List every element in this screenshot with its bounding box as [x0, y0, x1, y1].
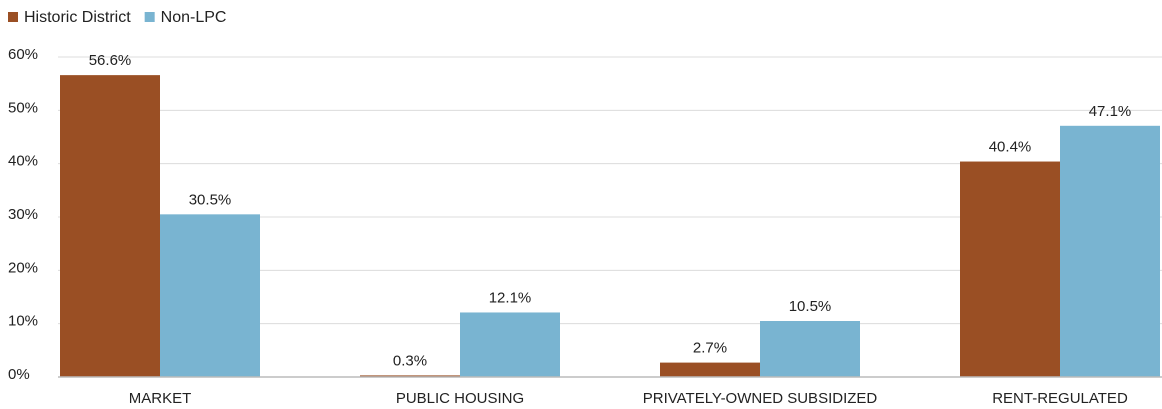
- x-tick-label: MARKET: [129, 390, 192, 407]
- x-tick-label: PUBLIC HOUSING: [396, 390, 524, 407]
- y-tick-label: 50%: [8, 99, 38, 116]
- bar: [960, 161, 1060, 377]
- y-tick-label: 0%: [8, 366, 30, 383]
- data-label: 47.1%: [1089, 103, 1132, 120]
- data-label: 40.4%: [989, 139, 1032, 156]
- y-tick-label: 40%: [8, 153, 38, 170]
- data-label: 2.7%: [693, 340, 727, 357]
- data-label: 56.6%: [89, 52, 132, 69]
- x-tick-label: PRIVATELY-OWNED SUBSIDIZED: [643, 390, 878, 407]
- y-tick-label: 10%: [8, 313, 38, 330]
- data-label: 0.3%: [393, 352, 427, 369]
- x-tick-label: RENT-REGULATED: [992, 390, 1128, 407]
- bar: [160, 214, 260, 377]
- legend-swatch: [8, 12, 18, 22]
- bar: [660, 362, 760, 377]
- y-tick-label: 30%: [8, 206, 38, 223]
- y-tick-label: 20%: [8, 259, 38, 276]
- bar: [360, 375, 460, 377]
- data-label: 12.1%: [489, 289, 532, 306]
- bar: [60, 75, 160, 377]
- bar: [760, 321, 860, 377]
- legend-label: Non-LPC: [161, 9, 227, 26]
- legend: Historic District Non-LPC: [8, 9, 226, 26]
- data-label: 30.5%: [189, 191, 232, 208]
- data-label: 10.5%: [789, 298, 832, 315]
- bar: [1060, 125, 1160, 377]
- y-tick-label: 60%: [8, 46, 38, 63]
- legend-swatch: [144, 12, 155, 22]
- legend-label: Historic District: [24, 9, 131, 26]
- bar: [460, 312, 560, 377]
